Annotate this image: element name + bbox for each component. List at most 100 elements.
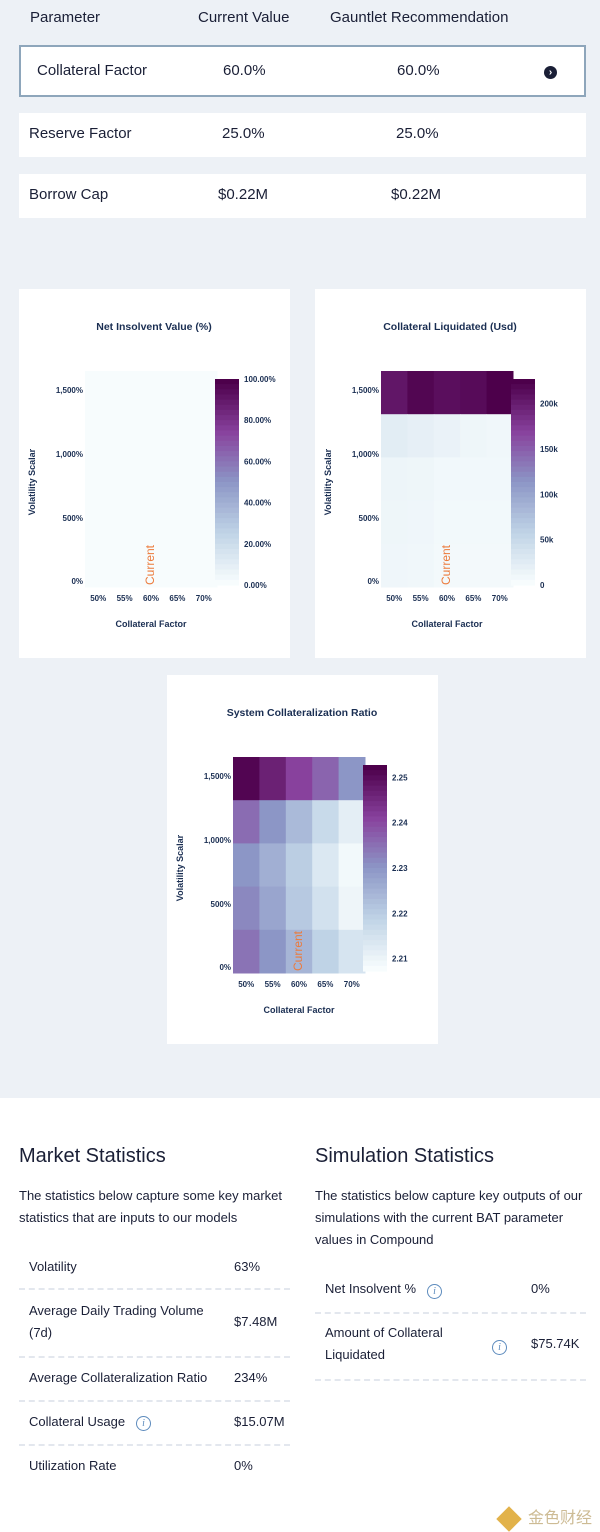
watermark: 金色财经: [496, 1504, 592, 1532]
heatmap-cell: [259, 800, 287, 844]
heatmap-cell: [137, 543, 165, 588]
x-tick-label: 60%: [439, 594, 455, 603]
heatmap-cell: [85, 500, 112, 545]
colorbar-segment: [511, 554, 535, 560]
colorbar-segment: [511, 404, 535, 411]
heatmap-cell: [164, 457, 192, 502]
heatmap-cell: [381, 500, 408, 545]
colorbar-segment: [215, 425, 239, 432]
colorbar-segment: [363, 837, 387, 843]
colorbar-segment: [215, 523, 239, 529]
logo-icon: [496, 1506, 522, 1532]
heatmap-cell: [407, 371, 435, 415]
colorbar-tick-label: 60.00%: [244, 457, 271, 466]
colorbar-segment: [215, 440, 239, 447]
heatmap-cell: [233, 929, 260, 974]
heatmap-cell: [259, 929, 287, 974]
colorbar-segment: [215, 389, 239, 396]
colorbar-segment: [215, 569, 239, 576]
colorbar-segment: [363, 795, 387, 802]
header-parameter: Parameter: [30, 9, 101, 26]
info-icon[interactable]: i: [492, 1340, 507, 1355]
param-row-collateral-factor[interactable]: Collateral Factor 60.0% 60.0% ›: [19, 45, 586, 97]
heatmap-cell: [164, 371, 192, 415]
stat-value: 234%: [234, 1370, 268, 1385]
heatmap-cell: [85, 371, 112, 415]
heatmap-cell: [190, 543, 218, 588]
colorbar-tick-label: 20.00%: [244, 540, 271, 549]
colorbar-segment: [363, 893, 387, 900]
param-row-reserve-factor[interactable]: Reserve Factor 25.0% 25.0%: [19, 113, 586, 157]
heatmap-cell: [381, 371, 408, 415]
colorbar-segment: [363, 878, 387, 885]
x-axis-label: Collateral Factor: [263, 1005, 335, 1015]
x-tick-label: 50%: [238, 980, 254, 989]
x-tick-label: 60%: [143, 594, 159, 603]
colorbar-segment: [215, 564, 239, 571]
heatmap-cell: [190, 500, 218, 545]
colorbar-tick-label: 150k: [540, 445, 558, 454]
colorbar-segment: [215, 507, 239, 514]
colorbar-segment: [215, 502, 239, 509]
heatmap-cell: [111, 457, 139, 502]
param-recommended: 60.0%: [397, 62, 440, 79]
colorbar-segment: [511, 461, 535, 468]
stat-label: Net Insolvent %: [325, 1281, 417, 1296]
stat-value: $15.07M: [234, 1414, 285, 1429]
y-axis-label: Volatility Scalar: [323, 448, 333, 515]
colorbar-segment: [215, 512, 239, 519]
heatmap-cell: [164, 500, 192, 545]
colorbar-segment: [363, 847, 387, 854]
heatmap-cell: [486, 414, 514, 458]
chart-title: Collateral Liquidated (Usd): [383, 321, 517, 333]
heatmap-cell: [486, 500, 514, 545]
colorbar-tick-label: 100.00%: [244, 375, 276, 384]
info-icon[interactable]: i: [136, 1416, 151, 1431]
colorbar-segment: [511, 409, 535, 416]
sim-stats-title: Simulation Statistics: [315, 1145, 494, 1167]
heatmap-cell: [137, 371, 165, 415]
param-current: 25.0%: [222, 125, 265, 142]
x-tick-label: 65%: [465, 594, 481, 603]
param-name: Borrow Cap: [29, 186, 109, 203]
colorbar-segment: [215, 471, 239, 478]
colorbar-segment: [363, 790, 387, 797]
header-recommendation: Gauntlet Recommendation: [330, 9, 509, 26]
colorbar-segment: [215, 384, 239, 390]
colorbar-segment: [511, 389, 535, 396]
info-icon[interactable]: i: [427, 1284, 442, 1299]
colorbar-segment: [363, 816, 387, 823]
market-row-trading-volume: Average Daily Trading Volume (7d) $7.48M: [19, 1290, 290, 1358]
colorbar-segment: [363, 883, 387, 890]
colorbar-segment: [215, 538, 239, 545]
x-tick-label: 70%: [492, 594, 508, 603]
heatmap-cell: [433, 543, 461, 588]
colorbar-segment: [511, 379, 535, 385]
x-tick-label: 50%: [386, 594, 402, 603]
colorbar-segment: [215, 394, 239, 401]
colorbar-segment: [363, 960, 387, 967]
colorbar-segment: [363, 826, 387, 833]
colorbar-segment: [215, 379, 239, 385]
colorbar-segment: [363, 821, 387, 828]
colorbar-segment: [511, 502, 535, 509]
heatmap-cell: [285, 757, 313, 801]
heatmap-system-collateralization-ratio: System Collateralization Ratio 50% 55% 60% 6…: [175, 707, 408, 1015]
heatmap-cell: [111, 543, 139, 588]
colorbar-tick-label: 2.21: [392, 955, 408, 964]
parameter-section: Parameter Current Value Gauntlet Recomme…: [0, 0, 600, 1098]
heatmap-cell: [338, 886, 366, 931]
colorbar-segment: [511, 445, 535, 452]
heatmap-cell: [190, 371, 218, 415]
heatmap-cell: [460, 414, 488, 458]
heatmap-cell: [407, 457, 435, 502]
colorbar-segment: [363, 888, 387, 895]
colorbar-segment: [363, 765, 387, 771]
colorbar-segment: [215, 548, 239, 555]
heatmap-cell: [285, 886, 313, 931]
param-row-borrow-cap[interactable]: Borrow Cap $0.22M $0.22M: [19, 174, 586, 218]
colorbar-segment: [511, 456, 535, 462]
colorbar-segment: [363, 940, 387, 946]
colorbar-segment: [215, 543, 239, 550]
chevron-right-icon[interactable]: ›: [544, 66, 557, 79]
